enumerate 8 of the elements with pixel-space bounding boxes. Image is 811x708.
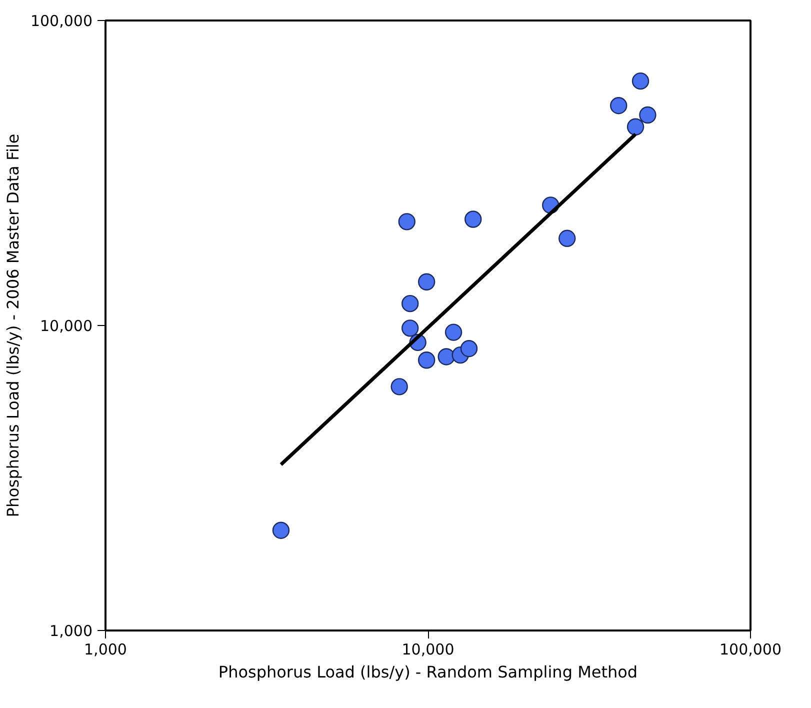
x-tick-label: 100,000 bbox=[719, 640, 782, 658]
y-tick-label: 100,000 bbox=[30, 12, 92, 30]
y-tick-label: 10,000 bbox=[40, 317, 93, 335]
y-tick-label: 1,000 bbox=[50, 622, 93, 640]
x-tick-label: 1,000 bbox=[84, 640, 127, 658]
y-axis-title: Phosphorus Load (lbs/y) - 2006 Master Data File bbox=[3, 134, 22, 518]
x-tick-label: 10,000 bbox=[402, 640, 454, 658]
x-axis-title: Phosphorus Load (lbs/y) - Random Sampling Method bbox=[218, 662, 638, 682]
